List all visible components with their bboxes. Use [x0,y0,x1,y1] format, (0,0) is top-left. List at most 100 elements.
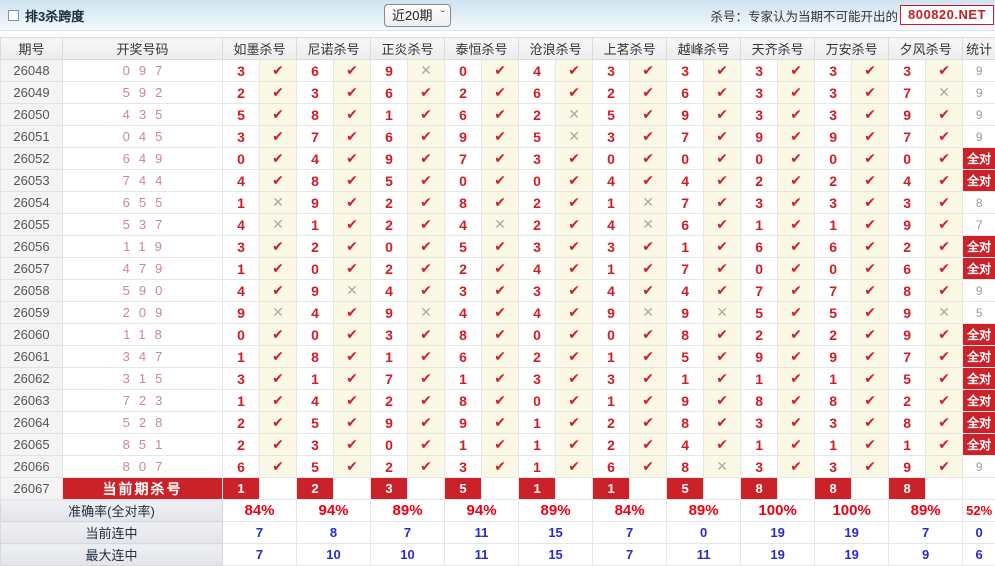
check-icon: ✔ [420,216,432,232]
check-icon: ✔ [272,238,284,254]
kill-result-cell: ✔ [334,236,371,258]
check-icon: ✔ [494,128,506,144]
kill-result-cell: ✔ [852,258,889,280]
kill-result-cell: ✔ [926,412,963,434]
kill-result-cell: ✔ [556,170,593,192]
kill-number: 6 [741,236,778,258]
series-checkbox[interactable] [8,10,19,21]
winning-numbers: 479 [63,258,223,280]
cross-icon: ✕ [716,304,728,320]
kill-result-cell: ✔ [482,346,519,368]
check-icon: ✔ [346,150,358,166]
kill-result-cell: ✔ [778,434,815,456]
check-icon: ✔ [420,260,432,276]
kill-number: 0 [371,434,408,456]
kill-number: 4 [519,60,556,82]
kill-number: 9 [445,126,482,148]
kill-number: 3 [741,82,778,104]
perfect-badge: 全对 [963,258,995,280]
check-icon: ✔ [568,150,580,166]
perfect-badge: 全对 [963,390,995,412]
kill-result-cell: ✔ [556,346,593,368]
kill-result-cell: ✔ [408,236,445,258]
winning-numbers: 045 [63,126,223,148]
kill-result-cell: ✔ [556,368,593,390]
check-icon: ✔ [272,436,284,452]
kill-result-cell: ✔ [408,368,445,390]
kill-result-cell: ✔ [260,456,297,478]
kill-result-cell: ✔ [704,170,741,192]
kill-result-cell: ✔ [778,170,815,192]
check-icon: ✔ [642,392,654,408]
kill-number: 0 [519,170,556,192]
kill-result-cell: ✔ [778,302,815,324]
kill-number: 5 [741,302,778,324]
check-icon: ✔ [790,304,802,320]
check-icon: ✔ [864,282,876,298]
period-cell: 26060 [1,324,63,346]
check-icon: ✔ [272,106,284,122]
kill-result-cell: ✔ [334,192,371,214]
streak-value: 11 [667,544,741,566]
kill-number: 0 [815,258,852,280]
kill-result-cell: ✔ [334,390,371,412]
column-header: 开奖号码 [63,38,223,60]
kill-number: 9 [371,302,408,324]
check-icon: ✔ [716,106,728,122]
kill-number: 1 [667,236,704,258]
kill-number: 4 [297,302,334,324]
check-icon: ✔ [494,282,506,298]
kill-result-cell: ✔ [556,236,593,258]
kill-number: 9 [889,302,926,324]
kill-number: 3 [815,60,852,82]
range-select[interactable]: 近20期 ˇ [384,4,451,27]
kill-number: 3 [815,82,852,104]
kill-result-cell: ✔ [556,302,593,324]
kill-result-cell: ✔ [852,302,889,324]
check-icon: ✔ [346,304,358,320]
column-header: 上茗杀号 [593,38,667,60]
perfect-badge: 全对 [963,412,995,434]
perfect-badge: 全对 [963,324,995,346]
kill-number: 2 [371,258,408,280]
range-select-value: 近20期 [392,6,432,25]
check-icon: ✔ [864,392,876,408]
kill-result-cell: ✔ [704,346,741,368]
kill-number: 2 [445,258,482,280]
kill-number: 0 [445,170,482,192]
kill-number: 6 [371,126,408,148]
kill-number: 0 [593,324,630,346]
kill-result-cell: ✔ [630,236,667,258]
kill-result-cell: ✔ [482,456,519,478]
kill-number: 2 [815,324,852,346]
current-kill-number: 5 [445,478,482,500]
check-icon: ✔ [938,194,950,210]
current-kill-number: 1 [593,478,630,500]
check-icon: ✔ [790,150,802,166]
kill-result-cell: ✔ [334,82,371,104]
kill-result-cell: ✔ [260,60,297,82]
kill-result-cell: ✕ [482,214,519,236]
check-icon: ✔ [716,216,728,232]
brand-badge: 800820.NET [900,5,994,25]
kill-result-cell: ✔ [408,170,445,192]
kill-number: 6 [445,346,482,368]
check-icon: ✔ [346,128,358,144]
streak-total: 6 [963,544,995,566]
check-icon: ✔ [494,106,506,122]
kill-result-cell: ✕ [260,214,297,236]
kill-result-cell: ✔ [778,60,815,82]
kill-number: 7 [297,126,334,148]
kill-result-cell: ✔ [778,82,815,104]
check-icon: ✔ [642,172,654,188]
kill-result-cell: ✕ [408,60,445,82]
kill-number: 9 [889,214,926,236]
kill-result-cell: ✔ [704,390,741,412]
kill-number: 8 [741,390,778,412]
check-icon: ✔ [568,216,580,232]
kill-number: 2 [371,390,408,412]
check-icon: ✔ [716,260,728,276]
kill-result-cell: ✔ [630,390,667,412]
